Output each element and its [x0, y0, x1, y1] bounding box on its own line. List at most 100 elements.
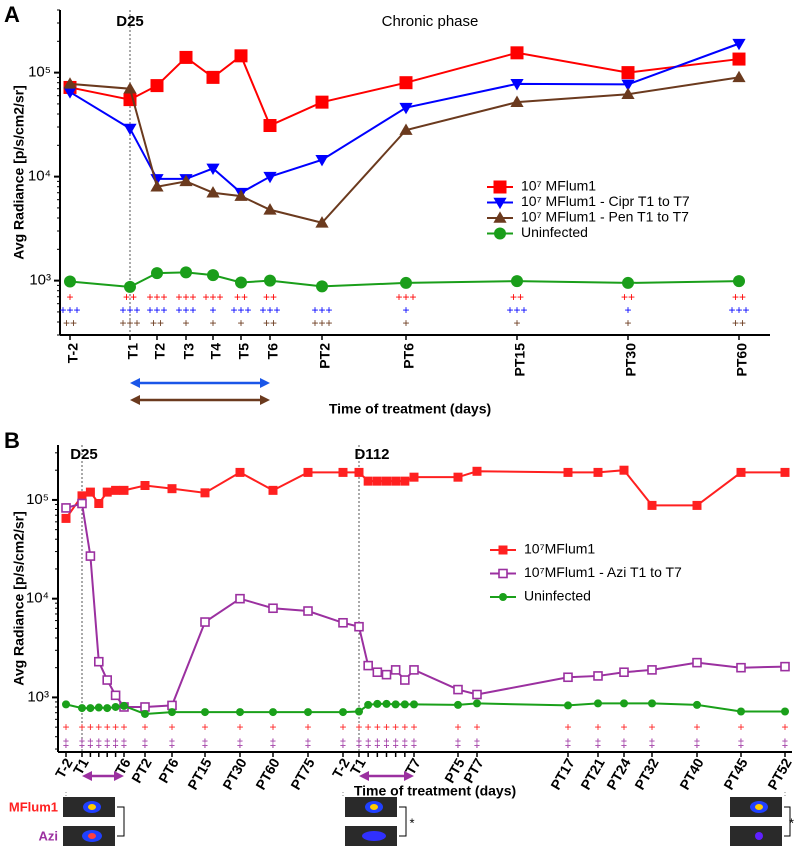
x-tick-label: PT2 — [128, 755, 155, 785]
bracket — [117, 806, 125, 837]
point — [86, 704, 95, 713]
significance-mark: + — [182, 316, 189, 330]
legend-label: 10⁷ MFlum1 — [521, 178, 596, 194]
significance-mark: +++ — [311, 316, 332, 330]
arrow-head — [359, 771, 369, 781]
x-tick-label: T2 — [152, 343, 168, 360]
significance-mark: +++ — [202, 290, 223, 304]
significance-mark: ++ — [234, 290, 248, 304]
legend-marker — [493, 197, 507, 210]
significance-mark: ‡ — [595, 736, 602, 750]
significance-mark: + — [781, 720, 788, 734]
point — [179, 174, 193, 187]
x-tick-label: PT60 — [252, 755, 283, 792]
point — [180, 266, 192, 279]
point — [140, 702, 150, 712]
series — [62, 699, 789, 718]
significance-mark: ‡ — [63, 736, 70, 750]
point — [399, 123, 413, 135]
point — [63, 87, 77, 99]
significance-mark: + — [624, 303, 631, 317]
significance-mark: + — [594, 720, 601, 734]
point — [263, 171, 277, 184]
point — [400, 700, 409, 709]
point — [168, 708, 176, 717]
point — [235, 593, 245, 604]
point — [268, 485, 278, 495]
point — [781, 707, 789, 716]
x-tick-label: PT15 — [512, 343, 528, 377]
significance-mark: + — [168, 720, 175, 734]
significance-mark: ++ — [732, 290, 746, 304]
point — [140, 481, 150, 491]
point — [409, 472, 419, 482]
x-tick-label: T-2 — [65, 343, 81, 363]
point — [363, 476, 373, 486]
point — [410, 700, 418, 709]
signal — [755, 804, 763, 810]
x-tick-label: T5 — [236, 343, 252, 360]
x-tick-label: PT21 — [577, 755, 608, 792]
significance-mark: ‡ — [202, 736, 209, 750]
y-tick-label: 10⁴ — [28, 168, 51, 185]
mouse-images — [63, 797, 791, 846]
legend-marker — [493, 180, 507, 194]
panel-label: B — [4, 428, 20, 453]
significance-mark: + — [402, 303, 409, 317]
point — [400, 476, 410, 486]
signal — [370, 804, 378, 810]
point — [151, 267, 163, 280]
point — [235, 276, 247, 289]
legend-marker — [493, 211, 507, 223]
significance-mark: + — [454, 720, 461, 734]
point — [511, 275, 523, 288]
point — [201, 708, 209, 717]
point — [354, 467, 364, 477]
point — [179, 50, 193, 64]
significance-mark: ‡ — [565, 736, 572, 750]
x-tick-label: PT30 — [219, 755, 250, 792]
point — [85, 551, 96, 561]
point — [409, 665, 419, 675]
point — [150, 79, 164, 93]
point — [94, 703, 103, 712]
significance-mark: ‡ — [365, 736, 372, 750]
point — [124, 280, 136, 293]
significance-mark: +++ — [146, 303, 167, 317]
point — [391, 476, 401, 486]
series — [63, 70, 746, 228]
arrow-head — [114, 771, 124, 781]
point — [64, 275, 76, 288]
significance-mark: + — [365, 720, 372, 734]
significance-mark: + — [473, 720, 480, 734]
significance-mark: + — [78, 720, 85, 734]
y-axis-title: Avg Radiance [p/s/cm2/sr] — [11, 511, 27, 686]
point — [315, 95, 329, 109]
point — [338, 617, 348, 628]
point — [648, 699, 656, 708]
legend-marker — [498, 545, 508, 555]
significance-mark: ‡ — [694, 736, 701, 750]
significance-mark: ++ — [150, 316, 164, 330]
significance-mark: + — [374, 720, 381, 734]
bracket — [399, 806, 407, 837]
arrow-head — [130, 395, 140, 405]
significance-mark: + — [339, 720, 346, 734]
legend-label: 10⁷ MFlum1 - Pen T1 to T7 — [521, 209, 689, 225]
legend-marker — [498, 568, 508, 579]
significance-mark: ++ — [510, 290, 524, 304]
significance-mark: +++ — [175, 303, 196, 317]
point — [692, 500, 702, 510]
point — [85, 487, 95, 497]
point — [235, 467, 245, 477]
significance-mark: ‡ — [340, 736, 347, 750]
panel-label: A — [4, 2, 20, 27]
significance-mark: + — [236, 720, 243, 734]
significance-mark: +++ — [506, 303, 527, 317]
point — [77, 498, 87, 509]
legend-label: 10⁷ MFlum1 - Cipr T1 to T7 — [521, 193, 690, 209]
x-tick-label: PT40 — [676, 755, 707, 792]
point — [315, 155, 329, 167]
arrow-head — [82, 771, 92, 781]
significance-mark: + — [209, 316, 216, 330]
